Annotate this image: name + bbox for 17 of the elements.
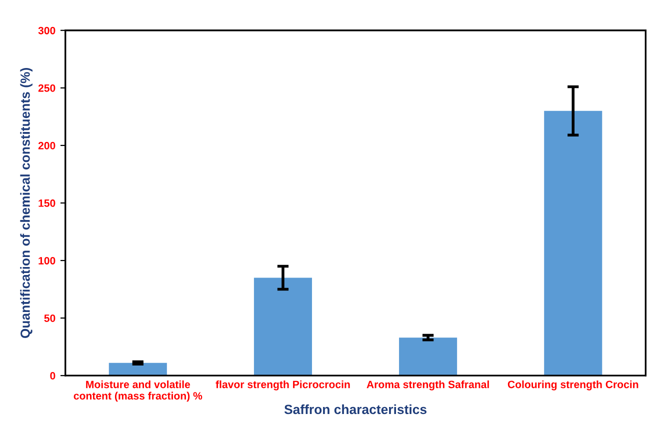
y-tick-label: 200 (38, 142, 56, 150)
bar (254, 278, 312, 376)
bar (544, 110, 602, 376)
y-axis-title: Quantification of chemical constituents (%) (20, 68, 32, 338)
y-tick-label: 250 (38, 84, 56, 92)
bar (108, 362, 167, 376)
y-tick-label: 0 (50, 372, 56, 380)
x-tick-label: Colouring strength Crocin (508, 380, 638, 390)
x-tick-label: Moisture and volatile content (mass fraction) % (74, 380, 202, 402)
x-tick-label: flavor strength Picrocrocin (216, 380, 350, 390)
x-axis-title: Saffron characteristics (284, 404, 426, 414)
y-tick-label: 150 (38, 199, 56, 207)
y-tick-label: 100 (38, 256, 56, 264)
bar (399, 338, 458, 376)
y-tick-label: 50 (44, 314, 56, 322)
x-tick-label: Aroma strength Safranal (366, 380, 489, 390)
y-tick-label: 300 (38, 26, 56, 34)
